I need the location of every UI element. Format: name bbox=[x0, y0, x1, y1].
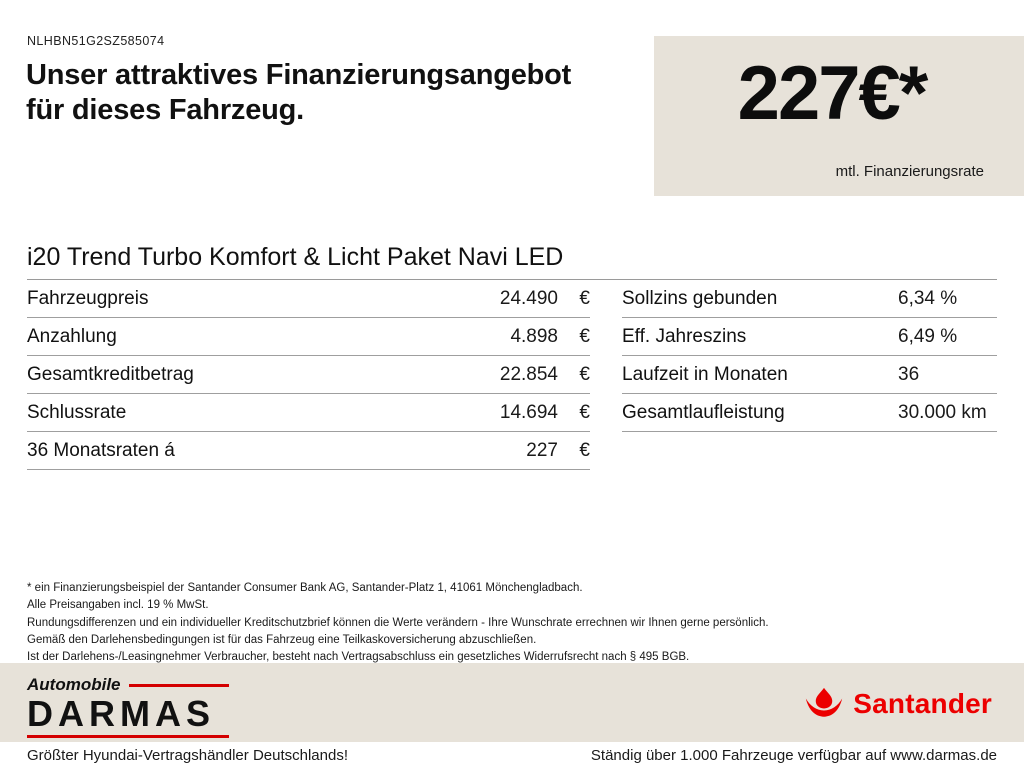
santander-wordmark: Santander bbox=[853, 687, 992, 719]
table-row: Eff. Jahreszins 6,49 % bbox=[622, 318, 997, 356]
table-row: Gesamtkreditbetrag 22.854 € bbox=[27, 356, 590, 394]
legal-footnotes: * ein Finanzierungsbeispiel der Santande… bbox=[27, 580, 997, 666]
table-row: Gesamtlaufleistung 30.000 km bbox=[622, 394, 997, 432]
headline: Unser attraktives Finanzierungsangebot f… bbox=[26, 58, 571, 128]
row-label: Eff. Jahreszins bbox=[622, 325, 747, 347]
darmas-logo-automobile-label: Automobile bbox=[27, 675, 121, 694]
footnote-line: Alle Preisangaben incl. 19 % MwSt. bbox=[27, 599, 209, 612]
table-row: Sollzins gebunden 6,34 % bbox=[622, 280, 997, 318]
footnote-line: Gemäß den Darlehensbedingungen ist für d… bbox=[27, 633, 537, 646]
santander-logo: Santander bbox=[805, 687, 992, 720]
darmas-logo: Automobile DARMAS bbox=[27, 675, 229, 738]
santander-flame-icon bbox=[805, 687, 843, 720]
financing-table-left-column: Fahrzeugpreis 24.490 € Anzahlung 4.898 €… bbox=[27, 280, 590, 470]
row-label: Fahrzeugpreis bbox=[27, 287, 149, 309]
footnote-line: * ein Finanzierungsbeispiel der Santande… bbox=[27, 582, 583, 594]
row-label: Sollzins gebunden bbox=[622, 287, 778, 309]
row-label: 36 Monatsraten á bbox=[27, 439, 175, 461]
dealer-tagline: Größter Hyundai-Vertragshändler Deutschl… bbox=[27, 746, 348, 764]
darmas-red-underline bbox=[27, 734, 229, 738]
row-unit: € bbox=[579, 325, 590, 347]
monthly-rate-value: 227€* bbox=[737, 51, 929, 136]
row-label: Schlussrate bbox=[27, 401, 127, 423]
title-divider bbox=[27, 279, 997, 280]
monthly-rate-caption: mtl. Finanzierungsrate bbox=[835, 163, 984, 180]
darmas-red-line bbox=[128, 683, 229, 687]
financing-table: Fahrzeugpreis 24.490 € Anzahlung 4.898 €… bbox=[27, 280, 997, 470]
model-title: i20 Trend Turbo Komfort & Licht Paket Na… bbox=[27, 243, 564, 271]
bottom-taglines: Größter Hyundai-Vertragshändler Deutschl… bbox=[0, 742, 1024, 768]
row-value: 22.854 bbox=[499, 363, 558, 385]
row-unit: € bbox=[579, 287, 590, 309]
row-value: 227 bbox=[526, 439, 558, 461]
table-row: Anzahlung 4.898 € bbox=[27, 318, 590, 356]
row-label: Gesamtkreditbetrag bbox=[27, 363, 194, 385]
financing-table-right-column: Sollzins gebunden 6,34 % Eff. Jahreszins… bbox=[622, 280, 997, 470]
row-label: Laufzeit in Monaten bbox=[622, 363, 788, 385]
row-value: 24.490 bbox=[499, 287, 558, 309]
row-unit: € bbox=[579, 439, 590, 461]
row-value: 6,34 % bbox=[898, 287, 958, 309]
footnote-line: Rundungsdifferenzen und ein individuelle… bbox=[27, 616, 769, 629]
row-value: 6,49 % bbox=[898, 325, 958, 347]
row-value: 30.000 km bbox=[898, 401, 987, 423]
row-label: Anzahlung bbox=[27, 325, 117, 347]
row-value: 4.898 bbox=[510, 325, 558, 347]
darmas-logo-top: Automobile bbox=[27, 675, 229, 695]
row-value: 14.694 bbox=[499, 401, 558, 423]
table-row: Laufzeit in Monaten 36 bbox=[622, 356, 997, 394]
table-row: Schlussrate 14.694 € bbox=[27, 394, 590, 432]
row-label: Gesamtlaufleistung bbox=[622, 401, 785, 423]
row-value: 36 bbox=[898, 363, 920, 385]
headline-line1: Unser attraktives Finanzierungsangebot bbox=[26, 59, 572, 91]
darmas-logo-wordmark: DARMAS bbox=[27, 693, 215, 734]
row-unit: € bbox=[579, 401, 590, 423]
row-unit: € bbox=[579, 363, 590, 385]
footnote-line: Ist der Darlehens-/Leasingnehmer Verbrau… bbox=[27, 651, 690, 663]
table-row: Fahrzeugpreis 24.490 € bbox=[27, 280, 590, 318]
footer-band: Automobile DARMAS Santander bbox=[0, 663, 1024, 742]
table-row: 36 Monatsraten á 227 € bbox=[27, 432, 590, 470]
monthly-rate-box: 227€* mtl. Finanzierungsrate bbox=[654, 36, 1024, 196]
headline-line2: für dieses Fahrzeug. bbox=[26, 93, 305, 126]
availability-tagline: Ständig über 1.000 Fahrzeuge verfügbar a… bbox=[590, 746, 997, 764]
vehicle-vin: NLHBN51G2SZ585074 bbox=[27, 34, 165, 48]
